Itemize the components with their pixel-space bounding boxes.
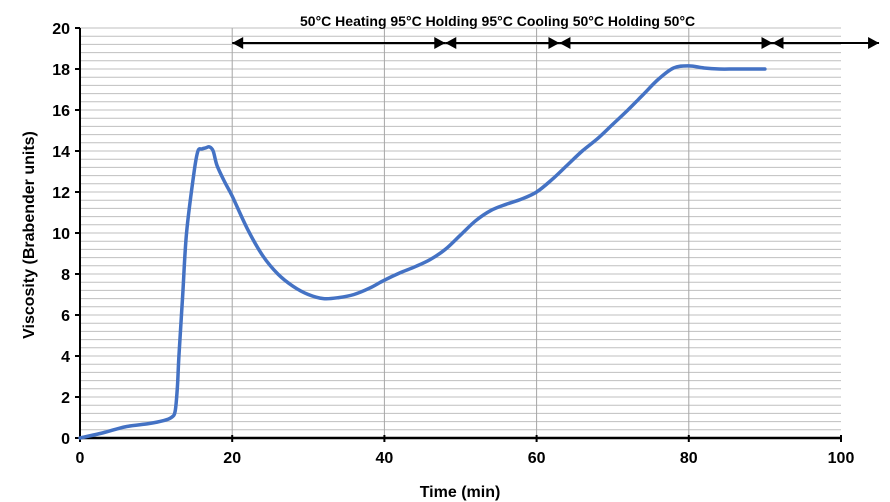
phase-arrowhead-left [232,37,244,49]
y-tick-label: 18 [52,62,70,79]
x-axis-title: Time (min) [420,484,501,501]
phase-arrowhead-left [559,37,571,49]
y-tick-label: 20 [52,21,70,38]
x-tick-label: 80 [680,450,698,467]
axes [75,27,842,442]
x-tick-label: 100 [828,450,855,467]
phase-arrowhead-right [761,37,773,49]
viscosity-series-line [78,64,767,440]
y-tick-label: 0 [61,431,70,448]
y-tick-label: 8 [61,267,70,284]
y-tick-label: 6 [61,308,70,325]
y-tick-label: 10 [52,226,70,243]
x-tick-label: 0 [76,450,85,467]
y-tick-label: 4 [61,349,70,366]
phase-annotations: 50°C Heating 95°C Holding 95°C Cooling 5… [232,13,880,49]
x-tick-labels: 0 20 40 60 80 100 [76,450,855,467]
phase-arrowhead-left [445,37,457,49]
y-tick-label: 2 [61,390,70,407]
phase-arrowhead-left [772,37,784,49]
x-tick-label: 60 [528,450,546,467]
y-tick-label: 16 [52,103,70,120]
series-group [78,64,767,440]
y-axis-title: Viscosity (Brabender units) [21,131,38,339]
y-tick-label: 12 [52,185,70,202]
x-tick-label: 40 [376,450,394,467]
phase-arrowhead-right [434,37,446,49]
x-tick-label: 20 [223,450,241,467]
y-tick-label: 14 [52,144,70,161]
phase-arrowhead-right [868,37,880,49]
phase-arrowhead-right [548,37,560,49]
phase-label-text: 50°C Heating 95°C Holding 95°C Cooling 5… [300,13,695,29]
y-tick-labels: 0 2 4 6 8 10 12 14 16 18 20 [52,21,70,448]
